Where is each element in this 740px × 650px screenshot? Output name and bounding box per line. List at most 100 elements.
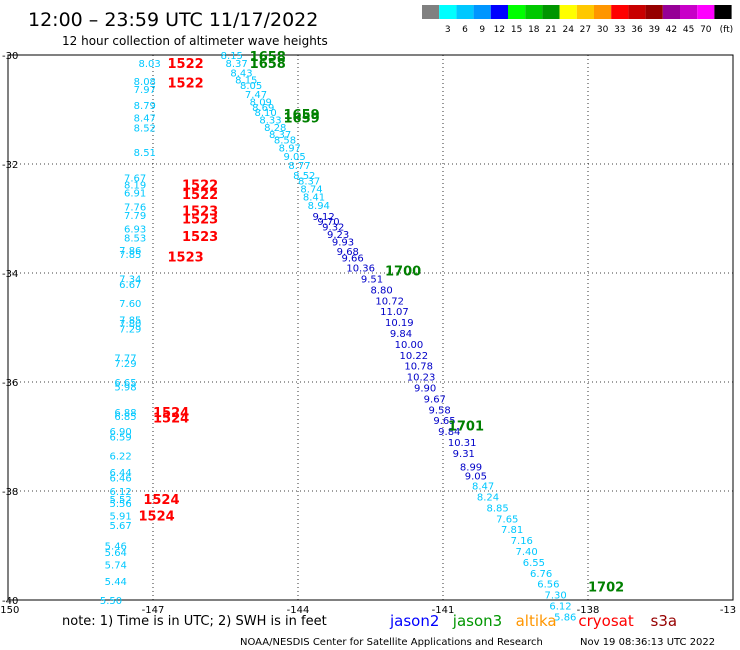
wave-height-value: 8.24 bbox=[477, 492, 499, 503]
pass-time-label: 1523 bbox=[182, 204, 218, 219]
pass-time-label: 1522 bbox=[182, 179, 218, 194]
wave-height-value: 8.47 bbox=[472, 482, 494, 493]
wave-height-value: 10.00 bbox=[395, 340, 424, 351]
wave-height-value: 5.74 bbox=[105, 561, 127, 572]
wave-height-value: 8.33 bbox=[259, 115, 281, 126]
colorbar-swatch bbox=[628, 5, 646, 19]
wave-height-value: 9.67 bbox=[424, 394, 446, 405]
wave-height-value: 5.44 bbox=[105, 577, 127, 588]
wave-height-value: 8.52 bbox=[134, 123, 156, 134]
wave-height-value: 6.56 bbox=[537, 580, 559, 591]
colorbar-tick-label: 12 bbox=[494, 25, 505, 35]
colorbar-swatch bbox=[508, 5, 526, 19]
footer-credit: NOAA/NESDIS Center for Satellite Applica… bbox=[240, 637, 543, 648]
colorbar-tick-label: 27 bbox=[580, 25, 591, 35]
colorbar-tick-label: 18 bbox=[528, 25, 540, 35]
pass-time-label: 1700 bbox=[385, 264, 421, 279]
wave-height-value: 7.79 bbox=[124, 211, 146, 222]
pass-time-label: 1522 bbox=[168, 57, 204, 72]
wave-height-value: 6.55 bbox=[523, 558, 545, 569]
pass-time-label: 1658 bbox=[250, 50, 286, 65]
lon-tick-label: -138 bbox=[577, 605, 600, 616]
wave-height-value: 8.53 bbox=[124, 234, 146, 245]
page-subtitle: 12 hour collection of altimeter wave hei… bbox=[62, 34, 328, 48]
wave-height-value: 9.84 bbox=[438, 427, 460, 438]
colorbar-tick-label: 42 bbox=[666, 25, 677, 35]
wave-height-value: 6.88 bbox=[114, 408, 136, 419]
lat-tick-label: -40 bbox=[2, 596, 18, 607]
wave-height-value: 9.93 bbox=[332, 237, 354, 248]
colorbar-swatch bbox=[473, 5, 491, 19]
colorbar-tick-label: 15 bbox=[511, 25, 522, 35]
wave-height-value: 8.52 bbox=[293, 171, 315, 182]
wave-height-value: 8.05 bbox=[240, 81, 262, 92]
wave-height-value: 6.65 bbox=[114, 378, 136, 389]
wave-height-value: 9.68 bbox=[337, 247, 359, 258]
wave-height-value: 10.31 bbox=[448, 438, 477, 449]
axis-tick-labels: -150 -147 -144 -141 -138 -13 -30 -32 -34 -36 -38 -4… bbox=[0, 51, 736, 616]
colorbar-swatch bbox=[490, 5, 508, 19]
wave-height-value: 8.99 bbox=[460, 462, 482, 473]
wave-height-value: 8.37 bbox=[226, 59, 248, 70]
colorbar-swatch bbox=[439, 5, 457, 19]
colorbar-tick-label: 30 bbox=[597, 25, 609, 35]
wave-height-value: 7.76 bbox=[124, 203, 146, 214]
wave-height-value: 11.07 bbox=[380, 307, 409, 318]
legend-cryosat: cryosat bbox=[578, 612, 633, 630]
wave-height-value: 6.91 bbox=[124, 188, 146, 199]
wave-height-value: 9.51 bbox=[361, 274, 383, 285]
wave-height-value: 7.34 bbox=[119, 274, 141, 285]
wave-height-value: 8.37 bbox=[269, 130, 291, 141]
colorbar-swatch bbox=[662, 5, 680, 19]
wave-height-value: 7.29 bbox=[114, 359, 136, 370]
wave-height-value: 9.84 bbox=[390, 329, 412, 340]
wave-height-value: 6.90 bbox=[110, 427, 132, 438]
colorbar-tick-label: 24 bbox=[562, 25, 574, 35]
lon-tick-label: -13 bbox=[720, 605, 736, 616]
wave-height-value: 8.10 bbox=[255, 108, 277, 119]
wave-height-value: 8.15 bbox=[221, 51, 243, 62]
colorbar-tick-label: 36 bbox=[631, 25, 643, 35]
wave-height-value: 10.23 bbox=[407, 373, 436, 384]
satellite-legend: jason2 jason3 altika cryosat s3a bbox=[389, 612, 677, 630]
colorbar-swatch bbox=[714, 5, 732, 19]
wave-height-value: 7.65 bbox=[496, 514, 518, 525]
wave-height-value: 6.85 bbox=[114, 412, 136, 423]
wave-height-value: 8.51 bbox=[134, 148, 156, 159]
wave-height-value: 7.86 bbox=[119, 246, 141, 257]
lat-tick-label: -30 bbox=[2, 51, 18, 62]
wave-height-value: 6.93 bbox=[124, 224, 146, 235]
wave-height-value: 7.80 bbox=[119, 319, 141, 330]
wave-height-value: 8.79 bbox=[134, 101, 156, 112]
map-frame bbox=[7, 54, 734, 601]
colorbar-swatch bbox=[594, 5, 612, 19]
wave-height-value: 7.30 bbox=[545, 591, 567, 602]
colorbar-tick-label: 9 bbox=[479, 25, 485, 35]
wave-height-value: 8.28 bbox=[264, 123, 286, 134]
colorbar-tick-label: 70 bbox=[700, 25, 712, 35]
wave-height-value: 6.12 bbox=[110, 487, 132, 498]
colorbar-swatch bbox=[456, 5, 474, 19]
pass-time-label: 1523 bbox=[168, 251, 204, 266]
lat-tick-label: -36 bbox=[2, 378, 18, 389]
pass-time-label: 1701 bbox=[448, 420, 484, 435]
wave-height-value: 7.97 bbox=[134, 85, 156, 96]
colorbar-tick-label: 21 bbox=[545, 25, 556, 35]
wave-height-value: 9.66 bbox=[342, 254, 364, 265]
colorbar-swatch bbox=[645, 5, 663, 19]
wave-height-value: 7.47 bbox=[245, 90, 267, 101]
wave-height-value: 6.44 bbox=[110, 468, 132, 479]
wave-height-value: 8.19 bbox=[124, 181, 146, 192]
pass-time-label: 1523 bbox=[182, 213, 218, 228]
pass-time-label: 1658 bbox=[250, 57, 286, 72]
colorbar-swatch bbox=[559, 5, 577, 19]
pass-time-label: 1524 bbox=[143, 493, 179, 508]
wave-height-value: 8.37 bbox=[298, 176, 320, 187]
wave-height-value: 8.58 bbox=[274, 135, 296, 146]
colorbar-tick-label: 33 bbox=[614, 25, 625, 35]
wave-height-value: 6.46 bbox=[110, 473, 132, 484]
wave-height-value: 6.12 bbox=[549, 601, 571, 612]
wave-height-value: 10.19 bbox=[385, 318, 414, 329]
wave-height-value: 7.81 bbox=[501, 525, 523, 536]
